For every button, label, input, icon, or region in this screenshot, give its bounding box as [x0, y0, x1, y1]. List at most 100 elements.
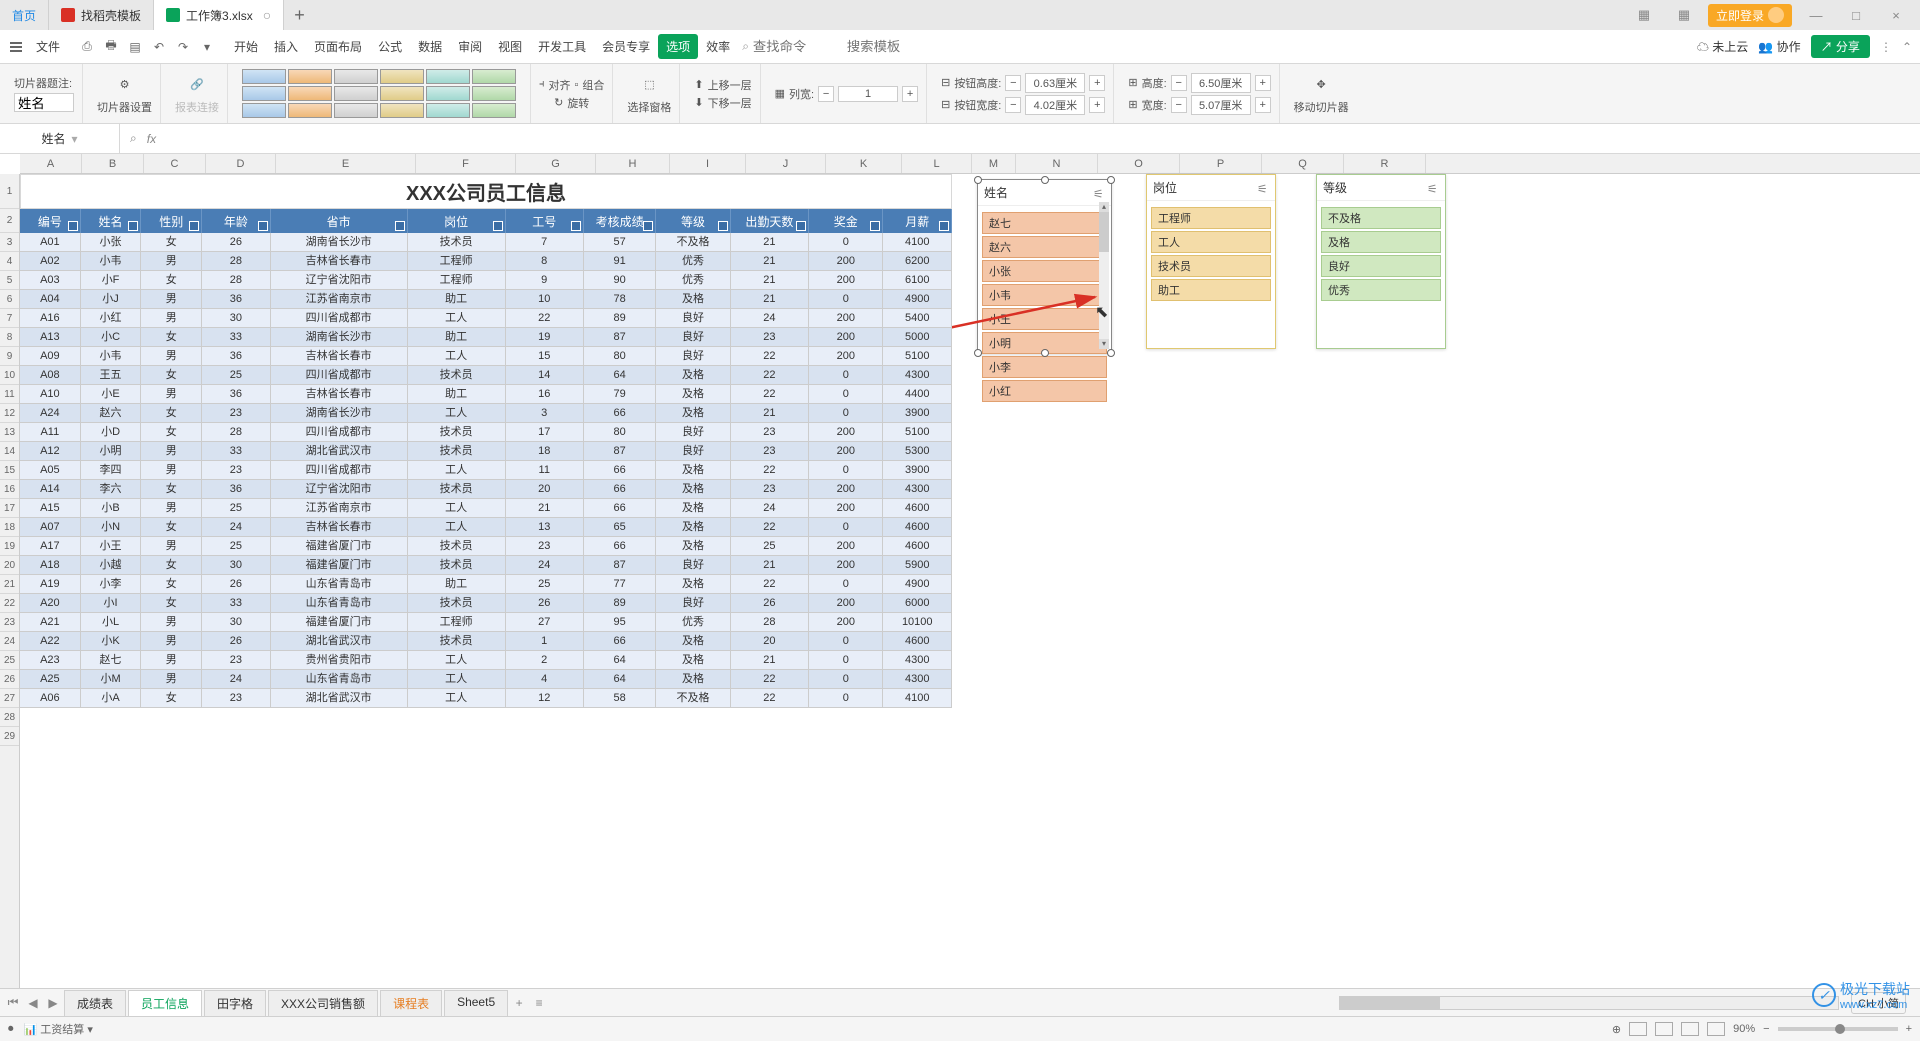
slicer-item[interactable]: 小王: [982, 308, 1107, 330]
table-cell[interactable]: 江苏省南京市: [271, 499, 408, 518]
menu-页面布局[interactable]: 页面布局: [306, 34, 370, 59]
table-cell[interactable]: 及格: [656, 670, 730, 689]
table-cell[interactable]: 23: [202, 404, 271, 423]
table-cell[interactable]: 200: [809, 252, 883, 271]
view-break[interactable]: [1681, 1022, 1699, 1036]
table-cell[interactable]: 18: [506, 442, 584, 461]
table-cell[interactable]: 12: [506, 689, 584, 708]
table-cell[interactable]: 200: [809, 271, 883, 290]
row-header[interactable]: 23: [0, 613, 19, 632]
table-cell[interactable]: 小K: [81, 632, 142, 651]
row-header[interactable]: 26: [0, 670, 19, 689]
table-cell[interactable]: A14: [20, 480, 81, 499]
table-cell[interactable]: 14: [506, 366, 584, 385]
table-cell[interactable]: 男: [141, 537, 202, 556]
table-row[interactable]: A11小D女28四川省成都市技术员1780良好232005100: [20, 423, 952, 442]
sheet-tab[interactable]: 课程表: [380, 990, 442, 1016]
col-header[interactable]: A: [20, 154, 82, 173]
col-header[interactable]: J: [746, 154, 826, 173]
table-cell[interactable]: 女: [141, 518, 202, 537]
table-cell[interactable]: 及格: [656, 404, 730, 423]
table-cell[interactable]: 技术员: [408, 594, 506, 613]
table-row[interactable]: A18小越女30福建省厦门市技术员2487良好212005900: [20, 556, 952, 575]
table-header-cell[interactable]: 岗位: [408, 209, 506, 233]
filter-icon[interactable]: ⚟: [1257, 182, 1269, 194]
table-cell[interactable]: 23: [202, 689, 271, 708]
apps-icon[interactable]: ▦: [1668, 7, 1700, 23]
table-cell[interactable]: 5400: [883, 309, 952, 328]
table-row[interactable]: A21小L男30福建省厦门市工程师2795优秀2820010100: [20, 613, 952, 632]
row-header[interactable]: 3: [0, 233, 19, 252]
table-cell[interactable]: 贵州省贵阳市: [271, 651, 408, 670]
table-cell[interactable]: A09: [20, 347, 81, 366]
redo-icon[interactable]: ↷: [174, 38, 192, 56]
sheet-tab[interactable]: 成绩表: [64, 990, 126, 1016]
view-page[interactable]: [1655, 1022, 1673, 1036]
table-cell[interactable]: 小I: [81, 594, 142, 613]
table-cell[interactable]: 80: [584, 347, 656, 366]
col-header[interactable]: D: [206, 154, 276, 173]
tab-home[interactable]: 首页: [0, 0, 49, 30]
table-cell[interactable]: 30: [202, 556, 271, 575]
col-header[interactable]: P: [1180, 154, 1262, 173]
table-cell[interactable]: 0: [809, 651, 883, 670]
slicer-item[interactable]: 小韦: [982, 284, 1107, 306]
table-cell[interactable]: 技术员: [408, 442, 506, 461]
table-cell[interactable]: 33: [202, 442, 271, 461]
table-cell[interactable]: 吉林省长春市: [271, 518, 408, 537]
table-cell[interactable]: 女: [141, 689, 202, 708]
table-header-cell[interactable]: 工号: [506, 209, 584, 233]
slicer-item[interactable]: 小李: [982, 356, 1107, 378]
table-cell[interactable]: 小红: [81, 309, 142, 328]
table-cell[interactable]: 吉林省长春市: [271, 252, 408, 271]
table-cell[interactable]: 王五: [81, 366, 142, 385]
table-row[interactable]: A22小K男26湖北省武汉市技术员166及格2004600: [20, 632, 952, 651]
col-header[interactable]: M: [972, 154, 1016, 173]
table-cell[interactable]: 及格: [656, 632, 730, 651]
slicer-caption-input[interactable]: [14, 93, 74, 112]
table-cell[interactable]: 24: [506, 556, 584, 575]
table-cell[interactable]: 36: [202, 480, 271, 499]
table-cell[interactable]: 200: [809, 442, 883, 461]
table-cell[interactable]: 女: [141, 366, 202, 385]
table-cell[interactable]: 小C: [81, 328, 142, 347]
table-cell[interactable]: 200: [809, 347, 883, 366]
table-cell[interactable]: 77: [584, 575, 656, 594]
table-cell[interactable]: A02: [20, 252, 81, 271]
menu-公式[interactable]: 公式: [370, 34, 410, 59]
table-cell[interactable]: 山东省青岛市: [271, 594, 408, 613]
table-cell[interactable]: 工人: [408, 461, 506, 480]
table-row[interactable]: A05李四男23四川省成都市工人1166及格2203900: [20, 461, 952, 480]
col-header[interactable]: F: [416, 154, 516, 173]
table-row[interactable]: A16小红男30四川省成都市工人2289良好242005400: [20, 309, 952, 328]
table-cell[interactable]: 200: [809, 309, 883, 328]
table-cell[interactable]: 技术员: [408, 423, 506, 442]
table-cell[interactable]: 女: [141, 423, 202, 442]
table-cell[interactable]: 23: [731, 423, 809, 442]
table-cell[interactable]: 23: [731, 480, 809, 499]
table-cell[interactable]: 男: [141, 385, 202, 404]
table-cell[interactable]: 4300: [883, 366, 952, 385]
table-cell[interactable]: 200: [809, 499, 883, 518]
table-cell[interactable]: 江苏省南京市: [271, 290, 408, 309]
sheet-nav-next[interactable]: ▶: [44, 996, 62, 1010]
sheet-tab[interactable]: 员工信息: [128, 990, 202, 1016]
table-cell[interactable]: 95: [584, 613, 656, 632]
table-cell[interactable]: A19: [20, 575, 81, 594]
table-cell[interactable]: 四川省成都市: [271, 309, 408, 328]
dropdown-icon[interactable]: ▾: [198, 38, 216, 56]
cloud-status[interactable]: ☁ 未上云: [1697, 38, 1748, 55]
menu-开始[interactable]: 开始: [226, 34, 266, 59]
table-cell[interactable]: 湖南省长沙市: [271, 233, 408, 252]
table-cell[interactable]: 优秀: [656, 613, 730, 632]
table-cell[interactable]: 36: [202, 347, 271, 366]
minimize-button[interactable]: —: [1800, 8, 1832, 23]
table-cell[interactable]: 91: [584, 252, 656, 271]
table-cell[interactable]: 吉林省长春市: [271, 347, 408, 366]
table-cell[interactable]: 李六: [81, 480, 142, 499]
slicer-item[interactable]: 赵六: [982, 236, 1107, 258]
table-cell[interactable]: 200: [809, 328, 883, 347]
slicer-grade[interactable]: 等级⚟ 不及格及格良好优秀: [1316, 174, 1446, 349]
menu-插入[interactable]: 插入: [266, 34, 306, 59]
table-cell[interactable]: 及格: [656, 480, 730, 499]
